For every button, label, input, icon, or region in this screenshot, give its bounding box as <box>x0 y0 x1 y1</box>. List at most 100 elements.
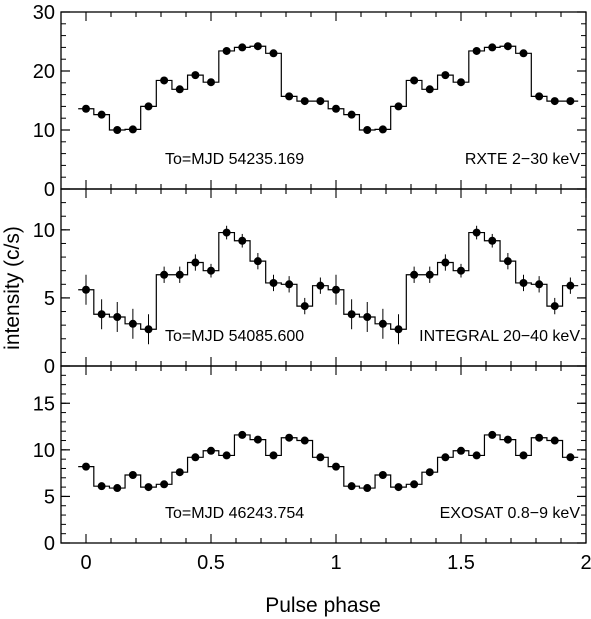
data-point <box>410 480 419 489</box>
data-point <box>472 46 481 55</box>
x-tick-label: 1 <box>330 552 341 574</box>
data-point <box>144 325 153 334</box>
instrument-annotation: RXTE 2−30 keV <box>465 151 581 168</box>
data-point <box>394 325 403 334</box>
series-rxte <box>78 42 579 134</box>
data-point <box>425 85 434 94</box>
epoch-annotation: To=MJD 46243.754 <box>165 505 304 522</box>
y-tick-label: 5 <box>44 288 55 310</box>
data-point <box>457 446 465 455</box>
y-tick-label: 0 <box>44 356 55 378</box>
data-point <box>472 451 481 460</box>
data-point <box>441 453 450 462</box>
data-point <box>238 236 247 245</box>
data-point <box>441 71 450 80</box>
instrument-annotation: INTEGRAL 20−40 keV <box>419 328 580 345</box>
data-point <box>425 270 434 279</box>
data-point <box>97 482 106 491</box>
data-point <box>535 433 544 442</box>
data-point <box>82 285 90 294</box>
data-point <box>457 78 465 87</box>
data-point <box>347 310 356 319</box>
y-axis-title: intensity (c/s) <box>1 226 24 350</box>
data-point <box>222 451 231 460</box>
data-point <box>128 125 137 134</box>
x-tick-label: 0 <box>80 552 91 574</box>
panel-rxte: 0 10 20 30 To=MJD 54235.169 RXTE 2−30 keV <box>33 2 587 201</box>
data-point <box>503 435 512 444</box>
data-point <box>238 43 247 52</box>
epoch-annotation: To=MJD 54235.169 <box>165 151 304 168</box>
data-point <box>207 266 215 275</box>
data-point <box>160 76 169 85</box>
data-point <box>175 468 184 477</box>
data-point <box>363 484 372 493</box>
data-point <box>550 436 559 445</box>
y-tick-label: 0 <box>44 533 55 555</box>
data-point <box>253 257 262 266</box>
x-tick-label: 1.5 <box>447 552 475 574</box>
data-point <box>394 483 403 492</box>
data-point <box>378 470 387 479</box>
panel-exosat: 0 5 10 15 To=MJD 46243.754 EXOSAT 0.8−9 keV <box>33 365 587 555</box>
data-point <box>97 310 106 319</box>
data-point <box>300 97 309 106</box>
y-tick-label: 10 <box>33 440 55 462</box>
data-point <box>316 453 325 462</box>
data-point <box>269 49 278 58</box>
data-point <box>519 49 528 58</box>
y-tick-label: 20 <box>33 61 55 83</box>
x-axis: 0 0.5 1 1.5 2 <box>80 552 591 574</box>
data-point <box>566 281 575 290</box>
data-point <box>285 280 294 289</box>
data-point <box>378 319 387 328</box>
data-point <box>113 126 122 134</box>
step-histogram <box>78 434 579 489</box>
data-point <box>488 43 497 52</box>
panels-group: 0 10 20 30 To=MJD 54235.169 RXTE 2−30 keV 0 5 10… <box>33 2 587 555</box>
data-point <box>441 258 450 267</box>
data-point <box>566 97 575 106</box>
data-point <box>285 92 294 101</box>
data-point <box>300 436 309 445</box>
data-point <box>378 125 387 134</box>
data-point <box>363 126 372 134</box>
data-point <box>97 110 106 119</box>
data-point <box>347 482 356 491</box>
data-point <box>191 258 200 267</box>
data-point <box>113 312 122 321</box>
data-point <box>253 42 262 51</box>
data-point <box>457 266 465 275</box>
data-point <box>191 453 200 462</box>
y-tick-label: 10 <box>33 120 55 142</box>
data-point <box>410 76 419 85</box>
data-point <box>175 270 184 279</box>
data-point <box>503 257 512 266</box>
panel-integral: 0 5 10 To=MJD 54085.600 INTEGRAL 20−40 keV <box>33 188 587 378</box>
y-tick-label: 5 <box>44 486 55 508</box>
data-point <box>550 302 559 311</box>
data-point <box>222 46 231 55</box>
data-point <box>363 312 372 321</box>
data-point <box>535 92 544 101</box>
data-point <box>566 453 575 462</box>
data-point <box>472 228 481 237</box>
data-point <box>503 42 512 51</box>
y-tick-label: 30 <box>33 2 55 24</box>
data-point <box>316 97 325 106</box>
panel-frame <box>60 365 587 544</box>
step-histogram <box>78 231 579 330</box>
data-point <box>488 430 497 439</box>
data-point <box>253 435 262 444</box>
data-point <box>160 480 169 489</box>
step-histogram <box>78 45 579 131</box>
data-point <box>332 104 340 113</box>
data-point <box>238 430 247 439</box>
instrument-annotation: EXOSAT 0.8−9 keV <box>440 505 581 522</box>
x-tick-label: 0.5 <box>197 552 225 574</box>
data-point <box>175 85 184 94</box>
data-point <box>191 71 200 80</box>
data-point <box>519 278 528 287</box>
data-point <box>144 102 153 111</box>
y-tick-label: 0 <box>44 179 55 201</box>
